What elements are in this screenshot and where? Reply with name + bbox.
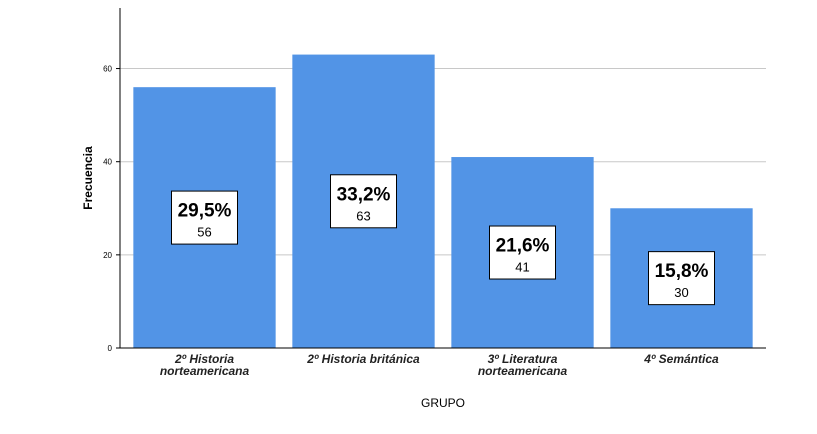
x-category-label: 4º Semántica <box>643 352 719 366</box>
percent-label: 15,8% <box>655 261 709 282</box>
x-category-label: 3º Literatura <box>488 352 558 366</box>
count-label: 30 <box>674 285 688 300</box>
data-label-box <box>171 190 238 245</box>
percent-label: 29,5% <box>178 201 232 222</box>
y-tick-label: 20 <box>103 251 112 260</box>
data-label-box <box>330 174 397 229</box>
y-axis-title: Frecuencia <box>81 146 95 210</box>
count-label: 41 <box>515 260 529 275</box>
x-category-label: norteamericana <box>478 364 568 378</box>
y-tick-label: 40 <box>103 158 112 167</box>
y-tick-label: 0 <box>108 344 113 353</box>
percent-label: 21,6% <box>496 236 550 257</box>
count-label: 63 <box>356 208 370 223</box>
percent-label: 33,2% <box>337 184 391 205</box>
y-tick-label: 60 <box>103 65 112 74</box>
x-category-label: 2º Historia <box>174 352 234 366</box>
x-axis-title: GRUPO <box>421 396 465 410</box>
count-label: 56 <box>197 225 211 240</box>
data-label-box <box>648 251 715 306</box>
y-ticks: 0 20 40 60 <box>103 65 120 353</box>
x-category-label: norteamericana <box>160 364 250 378</box>
axes <box>119 8 766 349</box>
data-label-box <box>489 225 556 280</box>
x-category-label: 2º Historia británica <box>306 352 420 366</box>
data-labels: 29,5% 56 33,2% 63 21,6% 41 15,8% 30 <box>171 174 715 306</box>
